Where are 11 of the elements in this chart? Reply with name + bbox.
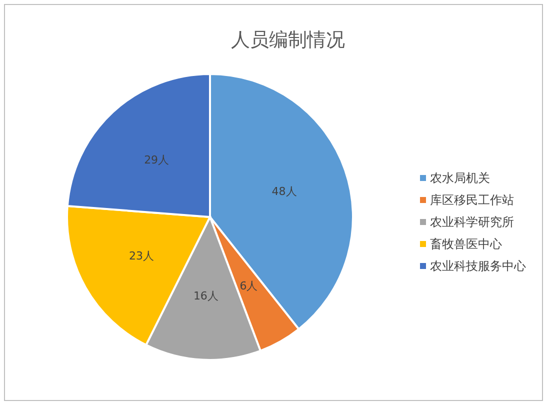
legend-label: 农业科技服务中心 [430,259,526,273]
data-label: 16人 [193,290,218,303]
legend-label: 畜牧兽医中心 [430,237,502,251]
legend-label: 农业科学研究所 [430,215,514,229]
data-label: 6人 [240,279,258,292]
data-label: 29人 [144,153,170,166]
legend-label: 农水局机关 [430,171,490,185]
chart-title: 人员编制情况 [231,29,345,51]
data-label: 23人 [129,250,154,263]
legend-label: 库区移民工作站 [430,193,514,207]
data-label: 48人 [272,185,297,198]
